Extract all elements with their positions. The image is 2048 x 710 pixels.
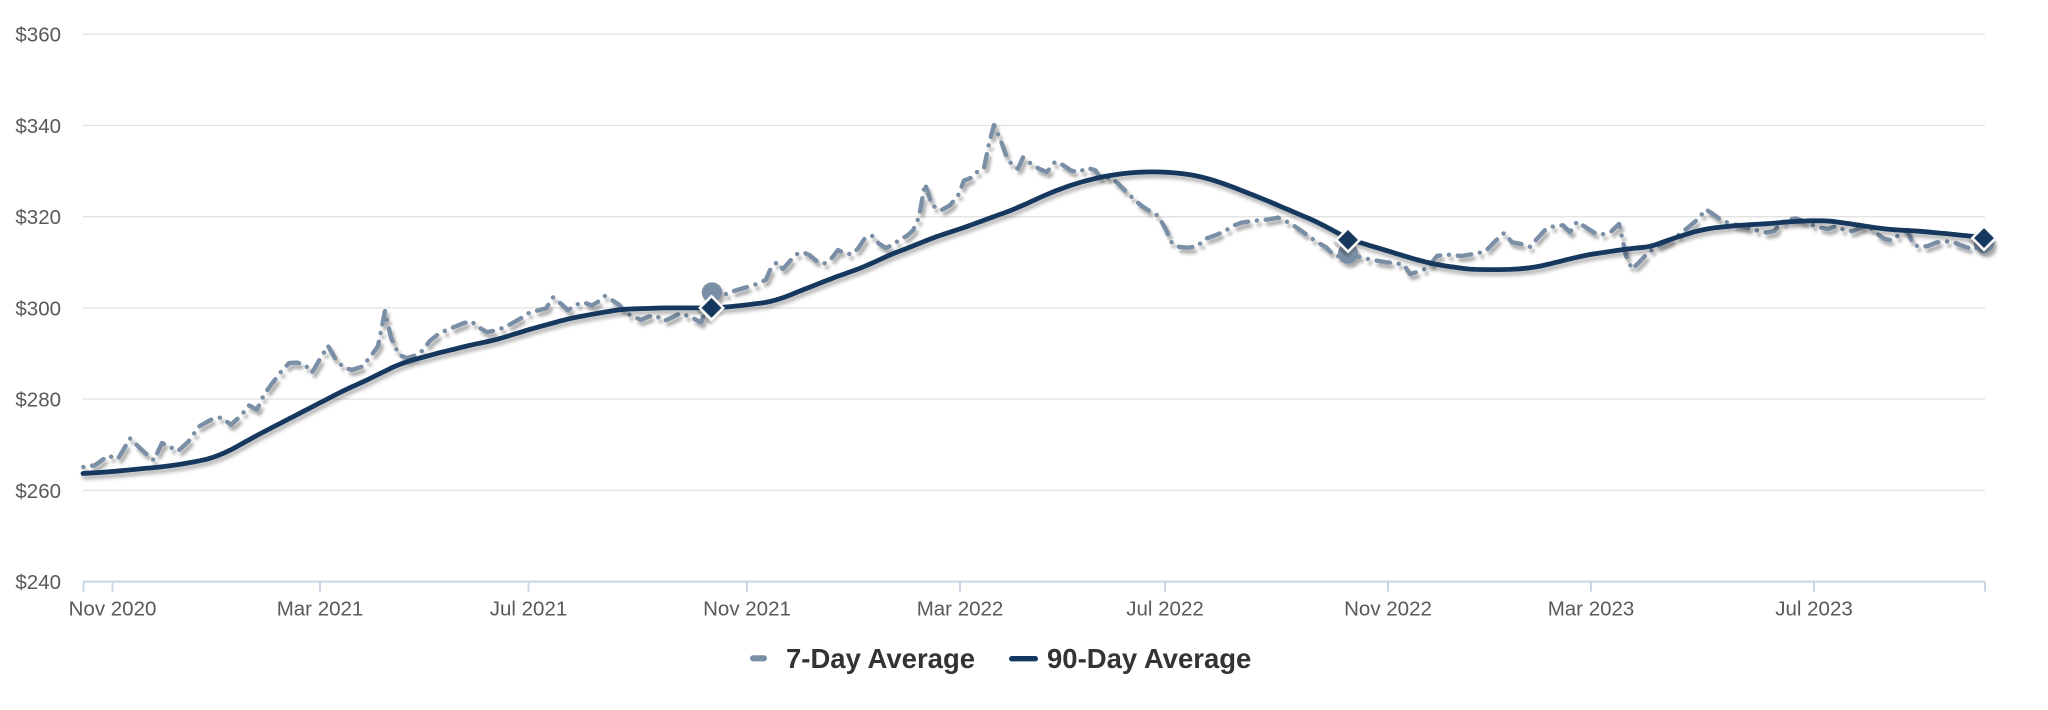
svg-text:Mar 2023: Mar 2023 xyxy=(1548,598,1635,621)
svg-text:90-Day Average: 90-Day Average xyxy=(1047,643,1251,674)
svg-text:7-Day Average: 7-Day Average xyxy=(786,643,975,674)
svg-text:Nov 2022: Nov 2022 xyxy=(1344,598,1432,621)
svg-text:$320: $320 xyxy=(15,206,61,229)
svg-text:$340: $340 xyxy=(15,115,61,138)
svg-text:$240: $240 xyxy=(15,571,61,594)
svg-text:Mar 2021: Mar 2021 xyxy=(277,598,364,621)
svg-text:Nov 2021: Nov 2021 xyxy=(703,598,791,621)
svg-text:$360: $360 xyxy=(15,24,61,47)
svg-text:$300: $300 xyxy=(15,297,61,320)
svg-text:Jul 2023: Jul 2023 xyxy=(1775,598,1853,621)
svg-text:Nov 2020: Nov 2020 xyxy=(69,598,157,621)
svg-text:Mar 2022: Mar 2022 xyxy=(917,598,1004,621)
svg-text:Jul 2021: Jul 2021 xyxy=(490,598,568,621)
svg-text:Jul 2022: Jul 2022 xyxy=(1126,598,1204,621)
svg-text:$280: $280 xyxy=(15,389,61,412)
svg-text:$260: $260 xyxy=(15,480,61,503)
